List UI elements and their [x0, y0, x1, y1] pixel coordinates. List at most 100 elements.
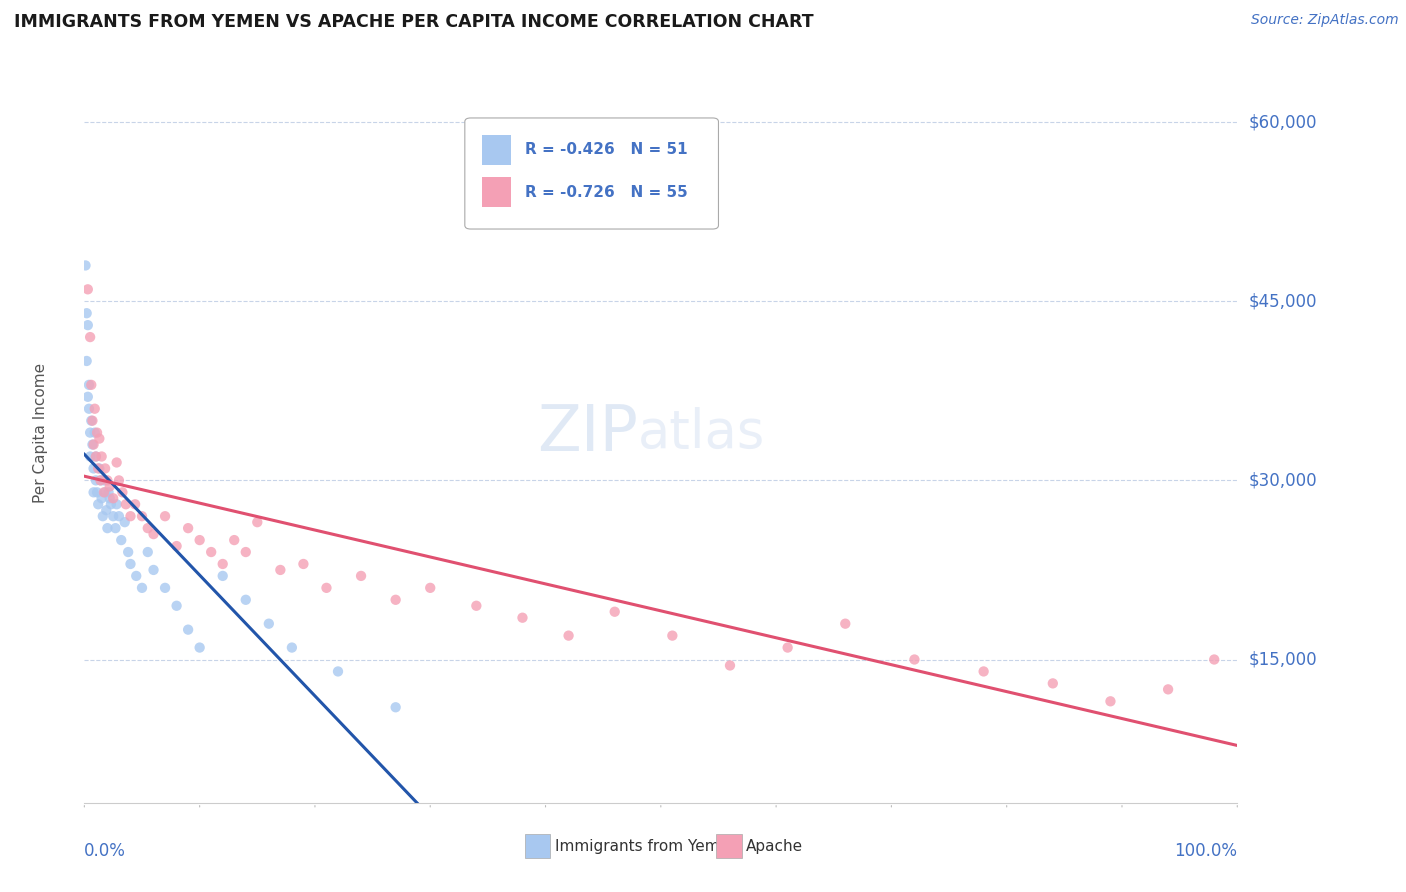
FancyBboxPatch shape	[716, 834, 741, 858]
Point	[104, 521, 127, 535]
Point	[83, 485, 105, 500]
Point	[115, 497, 138, 511]
Text: R = -0.726   N = 55: R = -0.726 N = 55	[524, 185, 688, 200]
Point	[384, 700, 406, 714]
Text: ZIP: ZIP	[537, 401, 638, 464]
Point	[973, 665, 995, 679]
Text: $30,000: $30,000	[1249, 471, 1317, 490]
Point	[76, 282, 98, 296]
Point	[1099, 694, 1122, 708]
Point	[557, 629, 579, 643]
Point	[281, 640, 304, 655]
Point	[384, 592, 406, 607]
Point	[87, 461, 110, 475]
Point	[1157, 682, 1180, 697]
Text: $15,000: $15,000	[1249, 650, 1317, 668]
Point	[89, 474, 111, 488]
Point	[200, 545, 222, 559]
Point	[142, 527, 165, 541]
Point	[86, 485, 108, 500]
Point	[77, 401, 100, 416]
Point	[100, 497, 122, 511]
Point	[84, 474, 107, 488]
Point	[153, 581, 176, 595]
Point	[512, 610, 534, 624]
Point	[211, 569, 233, 583]
FancyBboxPatch shape	[482, 178, 510, 207]
Point	[86, 425, 108, 440]
Text: atlas: atlas	[638, 407, 765, 458]
Point	[166, 599, 188, 613]
Point	[465, 599, 488, 613]
Point	[235, 592, 257, 607]
Point	[75, 259, 97, 273]
Point	[96, 474, 118, 488]
Point	[177, 521, 200, 535]
Point	[83, 401, 105, 416]
Point	[350, 569, 373, 583]
Point	[188, 640, 211, 655]
Point	[89, 474, 111, 488]
Point	[76, 390, 98, 404]
Point	[110, 533, 132, 547]
Point	[83, 437, 105, 451]
Point	[246, 515, 269, 529]
FancyBboxPatch shape	[524, 834, 550, 858]
Point	[419, 581, 441, 595]
Point	[108, 474, 131, 488]
Point	[87, 497, 110, 511]
Point	[84, 450, 107, 464]
Text: $60,000: $60,000	[1249, 113, 1317, 131]
Point	[105, 455, 128, 469]
Point	[326, 665, 349, 679]
Point	[224, 533, 246, 547]
Point	[718, 658, 741, 673]
Point	[96, 521, 118, 535]
Point	[603, 605, 626, 619]
Point	[91, 509, 114, 524]
Point	[776, 640, 799, 655]
Point	[834, 616, 856, 631]
Point	[188, 533, 211, 547]
Point	[80, 414, 103, 428]
Point	[111, 485, 134, 500]
Point	[82, 437, 104, 451]
Point	[90, 450, 112, 464]
Point	[103, 491, 124, 506]
Point	[257, 616, 280, 631]
Point	[84, 450, 107, 464]
Point	[235, 545, 257, 559]
Text: IMMIGRANTS FROM YEMEN VS APACHE PER CAPITA INCOME CORRELATION CHART: IMMIGRANTS FROM YEMEN VS APACHE PER CAPI…	[14, 13, 814, 31]
Point	[90, 491, 112, 506]
Point	[89, 461, 111, 475]
Text: Immigrants from Yemen: Immigrants from Yemen	[555, 839, 738, 854]
Text: Apache: Apache	[747, 839, 803, 854]
Point	[1042, 676, 1064, 690]
Point	[93, 485, 115, 500]
Point	[125, 569, 148, 583]
Text: $45,000: $45,000	[1249, 293, 1317, 310]
Point	[83, 425, 105, 440]
FancyBboxPatch shape	[465, 118, 718, 229]
Point	[108, 509, 131, 524]
Point	[131, 581, 153, 595]
Point	[105, 497, 128, 511]
Point	[98, 491, 121, 506]
Point	[661, 629, 683, 643]
Text: Per Capita Income: Per Capita Income	[34, 362, 48, 503]
Point	[124, 497, 146, 511]
Point	[79, 330, 101, 344]
Text: 100.0%: 100.0%	[1174, 842, 1237, 860]
Point	[903, 652, 925, 666]
Point	[83, 461, 105, 475]
Point	[136, 521, 159, 535]
Point	[211, 557, 233, 571]
Point	[89, 432, 111, 446]
Point	[77, 377, 100, 392]
Point	[166, 539, 188, 553]
Point	[79, 450, 101, 464]
Point	[131, 509, 153, 524]
Point	[177, 623, 200, 637]
Point	[76, 306, 98, 320]
Point	[292, 557, 315, 571]
